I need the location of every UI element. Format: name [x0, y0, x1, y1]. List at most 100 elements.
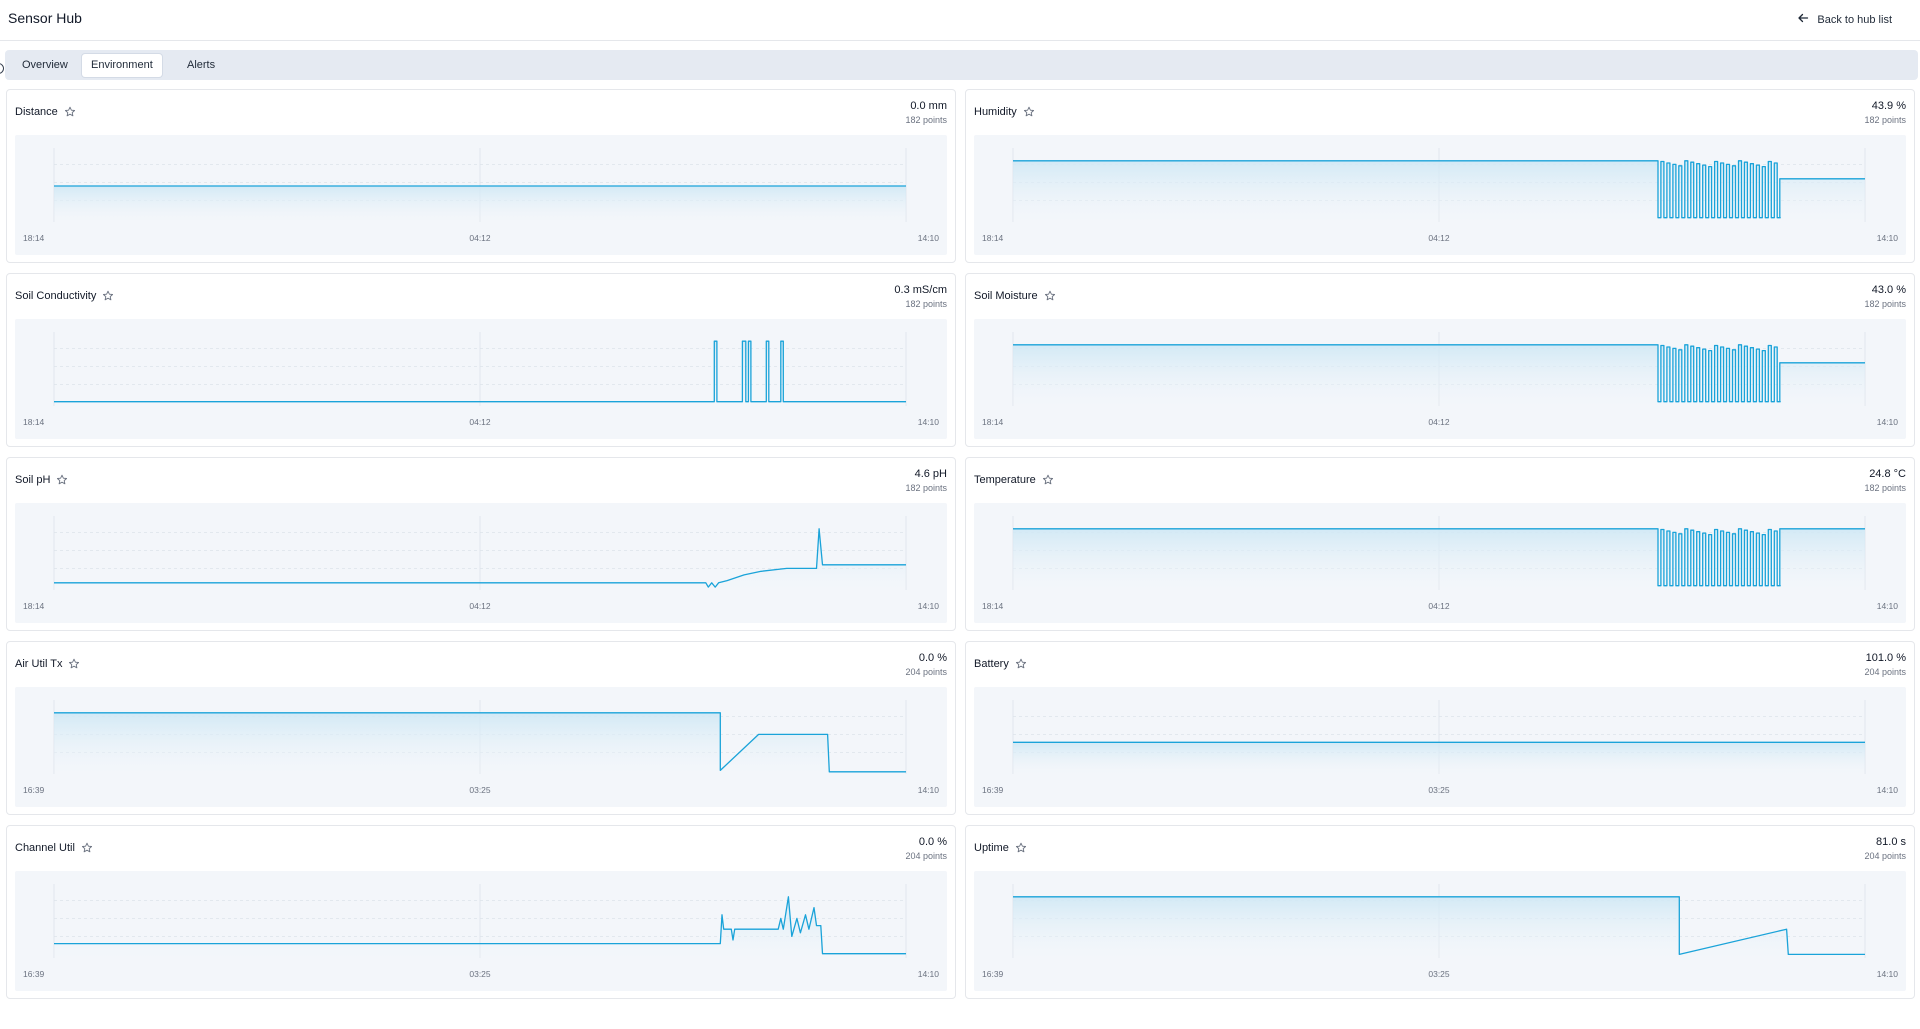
star-icon[interactable]	[1015, 842, 1027, 854]
card-title: Distance	[15, 106, 58, 118]
card-current-value: 101.0 %	[1865, 652, 1906, 664]
x-tick-label: 03:25	[469, 969, 491, 979]
card-chart: 16:39 03:25 14:10	[974, 687, 1906, 807]
series-area	[54, 896, 906, 958]
card-title: Channel Util	[15, 842, 75, 854]
sensor-card-temperature: Temperature 24.8 °C 182 points 18:14 04:12 14…	[965, 457, 1915, 631]
card-current-value: 81.0 s	[1876, 836, 1906, 848]
x-tick-label: 04:12	[1428, 417, 1450, 427]
card-title-row: Channel Util	[15, 842, 93, 854]
star-icon[interactable]	[1023, 106, 1035, 118]
series-line	[1013, 896, 1865, 956]
series-line	[54, 528, 906, 588]
star-icon[interactable]	[102, 290, 114, 302]
x-tick-label: 16:39	[23, 969, 45, 979]
card-chart: 16:39 03:25 14:10	[15, 871, 947, 991]
series-line	[54, 712, 906, 773]
card-points-count: 204 points	[905, 667, 947, 677]
card-chart: 18:14 04:12 14:10	[15, 503, 947, 623]
tab-overview-label: Overview	[22, 59, 68, 71]
card-title-row: Soil Conductivity	[15, 290, 114, 302]
arrow-left-icon	[1797, 12, 1809, 27]
sensor-card-air-util-tx: Air Util Tx 0.0 % 204 points 16:39 03:25 14:1…	[6, 641, 956, 815]
x-tick-label: 14:10	[1877, 233, 1899, 243]
x-tick-label: 03:25	[469, 785, 491, 795]
star-icon[interactable]	[1042, 474, 1054, 486]
card-current-value: 43.0 %	[1871, 284, 1906, 296]
series-area	[54, 528, 906, 590]
x-tick-label: 14:10	[918, 417, 940, 427]
tab-overview[interactable]: Overview	[13, 54, 77, 77]
card-chart: 18:14 04:12 14:10	[974, 319, 1906, 439]
series-line	[1013, 528, 1865, 587]
sensor-card-soil-moisture: Soil Moisture 43.0 % 182 points 18:14 04:12 1…	[965, 273, 1915, 447]
card-points-count: 204 points	[1864, 851, 1906, 861]
card-title-row: Distance	[15, 106, 76, 118]
card-points-count: 204 points	[905, 851, 947, 861]
star-icon[interactable]	[68, 658, 80, 670]
series-area	[1013, 528, 1865, 590]
card-current-value: 0.3 mS/cm	[894, 284, 947, 296]
star-icon[interactable]	[1044, 290, 1056, 302]
x-tick-label: 18:14	[982, 601, 1004, 611]
x-tick-label: 14:10	[918, 969, 940, 979]
star-icon[interactable]	[56, 474, 68, 486]
card-title-row: Humidity	[974, 106, 1035, 118]
sensor-card-channel-util: Channel Util 0.0 % 204 points 16:39 03:25 14:…	[6, 825, 956, 999]
card-points-count: 182 points	[905, 483, 947, 493]
series-area	[54, 186, 906, 222]
card-chart: 18:14 04:12 14:10	[15, 135, 947, 255]
card-title-row: Uptime	[974, 842, 1027, 854]
tab-bar: Overview Environment Alerts	[5, 50, 1918, 80]
sensor-card-soil-conductivity: Soil Conductivity 0.3 mS/cm 182 points 18:1…	[6, 273, 956, 447]
x-tick-label: 04:12	[469, 417, 491, 427]
x-tick-label: 16:39	[982, 785, 1004, 795]
card-title: Battery	[974, 658, 1009, 670]
card-title-row: Soil pH	[15, 474, 68, 486]
app-header: Sensor Hub Back to hub list	[0, 0, 1920, 41]
card-points-count: 182 points	[1864, 299, 1906, 309]
card-chart: 18:14 04:12 14:10	[15, 319, 947, 439]
sensor-card-humidity: Humidity 43.9 % 182 points 18:14 04:12 14:10	[965, 89, 1915, 263]
app-title: Sensor Hub	[8, 10, 82, 26]
tab-alerts[interactable]: Alerts	[178, 54, 224, 77]
tab-environment-label: Environment	[91, 59, 153, 71]
sensor-card-battery: Battery 101.0 % 204 points 16:39 03:25 14:10	[965, 641, 1915, 815]
series-line	[54, 896, 906, 955]
x-tick-label: 18:14	[23, 233, 45, 243]
card-title: Uptime	[974, 842, 1009, 854]
sensor-card-uptime: Uptime 81.0 s 204 points 16:39 03:25 14:10	[965, 825, 1915, 999]
card-title-row: Air Util Tx	[15, 658, 80, 670]
card-current-value: 4.6 pH	[914, 468, 947, 480]
x-tick-label: 18:14	[23, 601, 45, 611]
x-tick-label: 14:10	[1877, 969, 1899, 979]
drawer-handle-icon[interactable]	[0, 63, 4, 74]
x-tick-label: 04:12	[469, 233, 491, 243]
star-icon[interactable]	[1015, 658, 1027, 670]
card-chart: 16:39 03:25 14:10	[15, 687, 947, 807]
x-tick-label: 16:39	[23, 785, 45, 795]
series-area	[1013, 160, 1865, 222]
series-line	[1013, 344, 1865, 403]
back-to-hub-list-link[interactable]: Back to hub list	[1797, 12, 1892, 27]
card-chart: 16:39 03:25 14:10	[974, 871, 1906, 991]
card-title-row: Battery	[974, 658, 1027, 670]
tab-environment[interactable]: Environment	[82, 54, 162, 77]
card-title: Temperature	[974, 474, 1036, 486]
x-tick-label: 04:12	[1428, 601, 1450, 611]
x-tick-label: 03:25	[1428, 785, 1450, 795]
star-icon[interactable]	[64, 106, 76, 118]
x-tick-label: 16:39	[982, 969, 1004, 979]
x-tick-label: 04:12	[1428, 233, 1450, 243]
card-points-count: 204 points	[1864, 667, 1906, 677]
star-icon[interactable]	[81, 842, 93, 854]
card-title: Humidity	[974, 106, 1017, 118]
card-chart: 18:14 04:12 14:10	[974, 503, 1906, 623]
card-current-value: 43.9 %	[1871, 100, 1906, 112]
back-link-label: Back to hub list	[1817, 13, 1892, 26]
x-tick-label: 14:10	[918, 601, 940, 611]
card-title-row: Soil Moisture	[974, 290, 1056, 302]
x-tick-label: 18:14	[982, 417, 1004, 427]
x-tick-label: 18:14	[23, 417, 45, 427]
x-tick-label: 14:10	[918, 785, 940, 795]
